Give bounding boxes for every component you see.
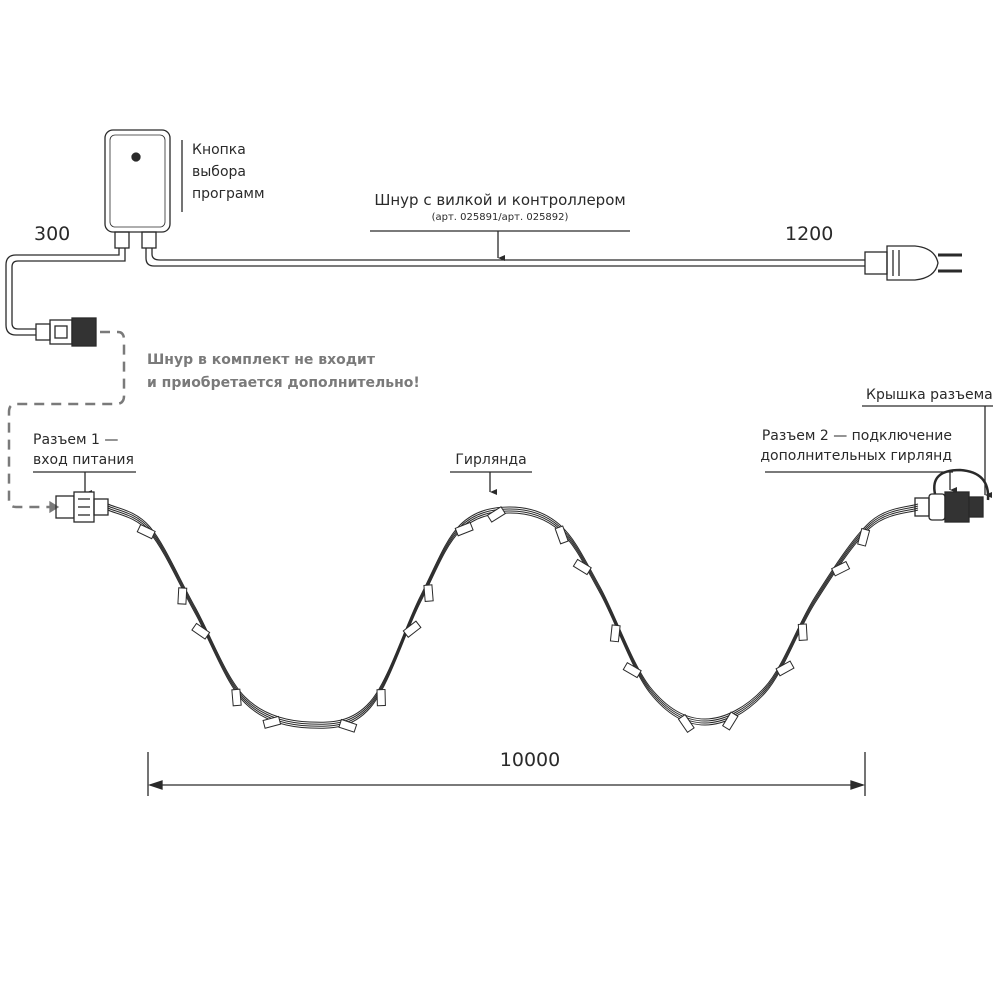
- garland-wire: [107, 507, 919, 727]
- garland-bulb: [177, 587, 188, 605]
- garland-bulb: [797, 623, 808, 641]
- connector2-label-1: Разъем 2 — подключение: [761, 428, 952, 444]
- garland-bulb: [830, 560, 851, 577]
- garland-bulb: [402, 620, 422, 638]
- garland-label: Гирлянда: [455, 452, 527, 468]
- optional-cord-dashed: [7, 330, 126, 509]
- garland-bulb: [554, 525, 569, 545]
- garland-wire: [107, 509, 919, 729]
- garland-wire: [107, 505, 919, 725]
- garland-bulb: [857, 527, 871, 547]
- dimension-line: [147, 752, 866, 796]
- garland-bulb: [572, 558, 592, 576]
- garland-bulb: [262, 715, 282, 729]
- program-button-label-1: Кнопка: [192, 142, 246, 158]
- dim-garland: 10000: [499, 749, 561, 771]
- note-line-2: и приобретается дополнительно!: [147, 375, 420, 391]
- garland-bulb: [486, 506, 506, 523]
- connector1-label-1: Разъем 1 —: [33, 432, 119, 448]
- program-button-label-2: выбора: [192, 164, 246, 180]
- garland-bulb: [423, 584, 434, 602]
- garland-wire: [107, 503, 919, 723]
- dim-right-cord: 1200: [785, 223, 834, 245]
- garland-bulb: [231, 688, 242, 707]
- cord-title: Шнур с вилкой и контроллером: [374, 191, 626, 209]
- garland-bulb: [191, 622, 211, 640]
- connector-1: [55, 491, 109, 523]
- controller-cord-right: [145, 248, 865, 267]
- garland-bulb: [622, 661, 642, 679]
- connector-2-with-cap: [914, 468, 990, 523]
- cord-connector-male: [35, 317, 97, 347]
- connector1-label-2: вход питания: [33, 452, 134, 468]
- connector2-label-2: дополнительных гирлянд: [760, 448, 952, 464]
- garland-bulb: [454, 521, 474, 537]
- connector-cap-label: Крышка разъема: [866, 387, 993, 403]
- garland-bulb: [721, 711, 739, 731]
- garland-bulb: [136, 523, 156, 540]
- controller-box: [104, 129, 171, 233]
- note-line-1: Шнур в комплект не входит: [147, 352, 375, 368]
- program-button-label-3: программ: [192, 186, 265, 202]
- program-button-icon: [131, 152, 141, 162]
- power-plug: [864, 245, 962, 281]
- garland-bulb: [338, 718, 358, 733]
- garland-bulb: [609, 624, 621, 643]
- cord-articles: (арт. 025891/арт. 025892): [431, 212, 569, 223]
- dim-left-cord: 300: [34, 223, 71, 245]
- controller-cord-left: [5, 248, 126, 336]
- garland-bulb: [677, 713, 695, 734]
- garland: [107, 503, 919, 734]
- garland-bulb: [775, 660, 795, 677]
- garland-bulb: [376, 689, 386, 707]
